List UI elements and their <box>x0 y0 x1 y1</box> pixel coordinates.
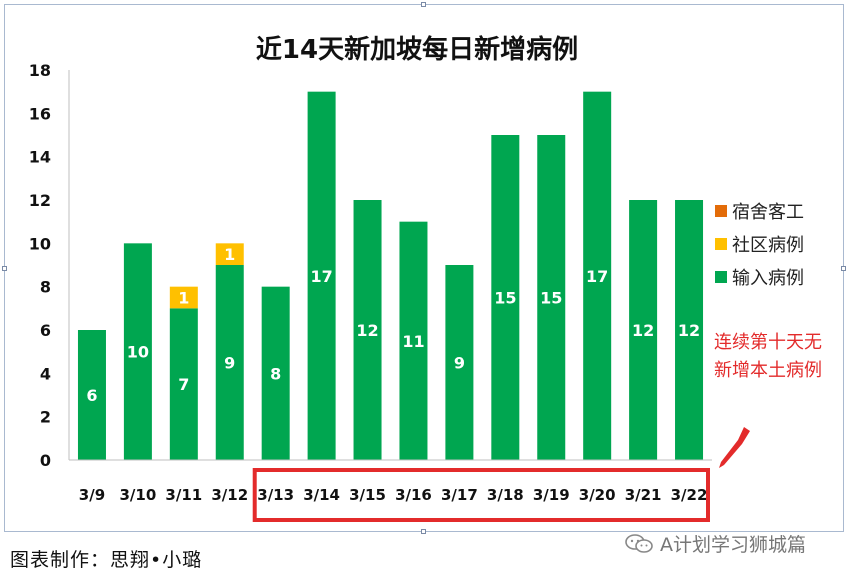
y-tick-label: 10 <box>29 234 51 253</box>
legend-label: 宿舍客工 <box>732 202 804 223</box>
data-label: 12 <box>356 321 378 340</box>
data-label: 12 <box>632 321 654 340</box>
bar-segment <box>307 91 336 461</box>
x-tick-label: 3/14 <box>303 486 340 504</box>
bar-segment <box>445 265 474 460</box>
y-tick-label: 0 <box>40 451 51 470</box>
bars: 6 10 7 1 9 1 8 17 12 11 9 15 15 17 12 12 <box>77 91 704 461</box>
chart-credit: 图表制作：思翔•小璐 <box>10 549 203 571</box>
y-axis: 0 2 4 6 8 10 12 14 16 18 <box>29 61 70 470</box>
x-tick-label: 3/19 <box>533 486 570 504</box>
x-tick-label: 3/12 <box>211 486 248 504</box>
y-tick-label: 8 <box>40 278 51 297</box>
annotation-arrow <box>719 427 750 468</box>
legend-swatch <box>715 238 727 250</box>
data-label: 15 <box>540 289 562 308</box>
watermark-text: A计划学习狮城篇 <box>660 534 806 556</box>
x-tick-label: 3/17 <box>441 486 478 504</box>
bar-segment <box>583 91 612 461</box>
x-tick-label: 3/13 <box>257 486 294 504</box>
y-tick-label: 4 <box>40 364 51 383</box>
data-label: 6 <box>86 386 97 405</box>
bar-segment <box>215 243 244 265</box>
chart-title: 近14天新加坡每日新增病例 <box>256 34 578 65</box>
legend-swatch <box>715 205 727 217</box>
bar-segment <box>399 221 428 460</box>
y-tick-label: 2 <box>40 408 51 427</box>
resize-handle-right[interactable] <box>841 266 846 271</box>
watermark: A计划学习狮城篇 <box>624 530 806 557</box>
x-tick-label: 3/16 <box>395 486 432 504</box>
data-label: 1 <box>224 245 235 264</box>
data-label: 10 <box>127 343 149 362</box>
legend-label: 输入病例 <box>732 268 804 289</box>
x-tick-label: 3/15 <box>349 486 386 504</box>
bar-segment <box>629 200 658 460</box>
data-label: 15 <box>494 289 516 308</box>
wechat-icon <box>625 533 653 553</box>
annotation-line-2: 新增本土病例 <box>714 360 822 381</box>
bar-segment <box>169 286 198 309</box>
x-tick-label: 3/22 <box>671 486 708 504</box>
bar-segment <box>261 286 290 460</box>
bar-segment <box>675 200 704 460</box>
bar-segment <box>215 265 244 460</box>
resize-handle-bottom[interactable] <box>421 529 426 534</box>
data-label: 8 <box>270 364 281 383</box>
bar-segment <box>353 200 382 460</box>
bar-segment <box>537 135 566 460</box>
data-label: 17 <box>586 267 608 286</box>
data-label: 9 <box>224 354 235 373</box>
data-label: 11 <box>402 332 424 351</box>
x-tick-label: 3/10 <box>119 486 156 504</box>
resize-handle-left[interactable] <box>2 266 7 271</box>
x-tick-label: 3/11 <box>165 486 202 504</box>
legend-label: 社区病例 <box>732 235 804 256</box>
data-label: 12 <box>678 321 700 340</box>
bar-segment <box>123 243 152 460</box>
bar-segment <box>491 135 520 460</box>
y-tick-label: 6 <box>40 321 51 340</box>
bar-segment <box>169 308 198 460</box>
legend-swatch <box>715 271 727 283</box>
y-tick-label: 12 <box>29 191 51 210</box>
data-label: 1 <box>178 289 189 308</box>
x-tick-label: 3/9 <box>79 486 105 504</box>
y-tick-label: 14 <box>29 148 51 167</box>
annotation-line-1: 连续第十天无 <box>714 332 822 353</box>
x-tick-label: 3/21 <box>625 486 662 504</box>
x-tick-label: 3/20 <box>579 486 616 504</box>
data-label: 9 <box>454 354 465 373</box>
data-label: 7 <box>178 375 189 394</box>
bar-segment <box>77 330 106 460</box>
x-tick-label: 3/18 <box>487 486 524 504</box>
y-tick-label: 16 <box>29 104 51 123</box>
highlight-box <box>252 468 710 522</box>
x-axis: 3/9 3/10 3/11 3/12 3/13 3/14 3/15 3/16 3/17 3/18 3… <box>69 459 712 504</box>
resize-handle-top[interactable] <box>421 2 426 7</box>
y-tick-label: 18 <box>29 61 51 80</box>
data-label: 17 <box>310 267 332 286</box>
